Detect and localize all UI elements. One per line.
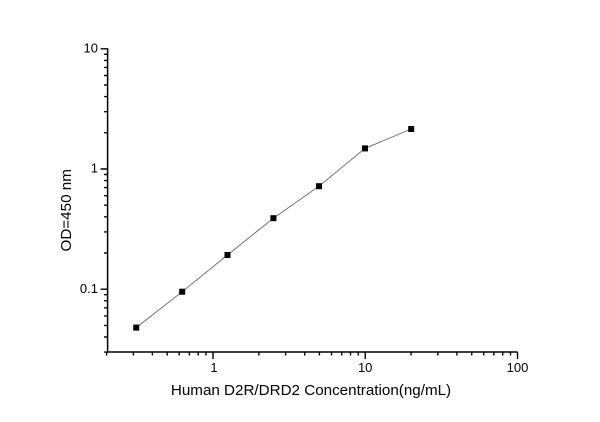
svg-text:0.1: 0.1 — [80, 281, 98, 296]
svg-text:100: 100 — [507, 360, 529, 375]
svg-text:Human D2R/DRD2 Concentration(n: Human D2R/DRD2 Concentration(ng/mL) — [171, 382, 451, 399]
svg-text:1: 1 — [91, 161, 98, 176]
svg-text:10: 10 — [84, 40, 98, 55]
svg-text:10: 10 — [358, 360, 372, 375]
svg-text:1: 1 — [210, 360, 217, 375]
svg-text:OD=450 nm: OD=450 nm — [58, 169, 75, 251]
